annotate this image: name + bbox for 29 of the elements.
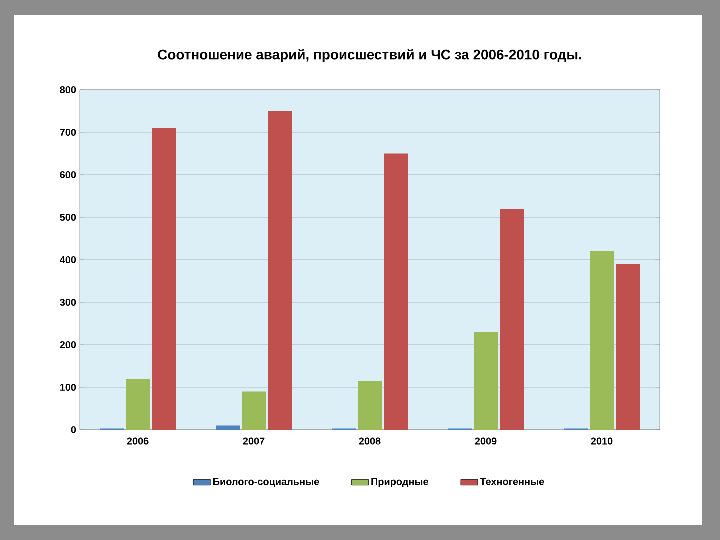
bar xyxy=(474,332,498,430)
x-tick-label: 2007 xyxy=(243,438,265,445)
y-tick-label: 100 xyxy=(60,384,76,392)
y-tick-label: 800 xyxy=(60,86,76,94)
bar xyxy=(126,378,150,430)
x-tick-label: 2006 xyxy=(127,438,149,445)
bar xyxy=(358,381,382,430)
y-tick-label: 700 xyxy=(60,128,76,136)
y-tick-label: 400 xyxy=(60,256,76,264)
x-tick-label: 2010 xyxy=(591,438,613,445)
bar xyxy=(384,154,408,430)
legend-label: Техногенные xyxy=(480,478,544,486)
legend-label: Биолого-социальные xyxy=(214,478,320,488)
bar xyxy=(242,392,266,430)
bar xyxy=(268,111,292,430)
y-tick-label: 200 xyxy=(60,341,76,349)
y-tick-label: 0 xyxy=(71,426,76,434)
bar xyxy=(500,208,524,430)
bar xyxy=(152,128,176,430)
y-tick-label: 600 xyxy=(60,171,76,179)
chart-title: Соотношение аварий, происшествий и ЧС за 2006-2010 годы. xyxy=(158,49,582,62)
legend-label: Природные xyxy=(372,478,428,488)
bar xyxy=(216,426,240,430)
x-tick-label: 2008 xyxy=(359,438,381,445)
bar xyxy=(590,251,614,430)
y-tick-label: 300 xyxy=(60,298,76,306)
x-tick-label: 2009 xyxy=(475,438,497,445)
bar xyxy=(616,264,640,430)
y-tick-label: 500 xyxy=(60,214,76,222)
